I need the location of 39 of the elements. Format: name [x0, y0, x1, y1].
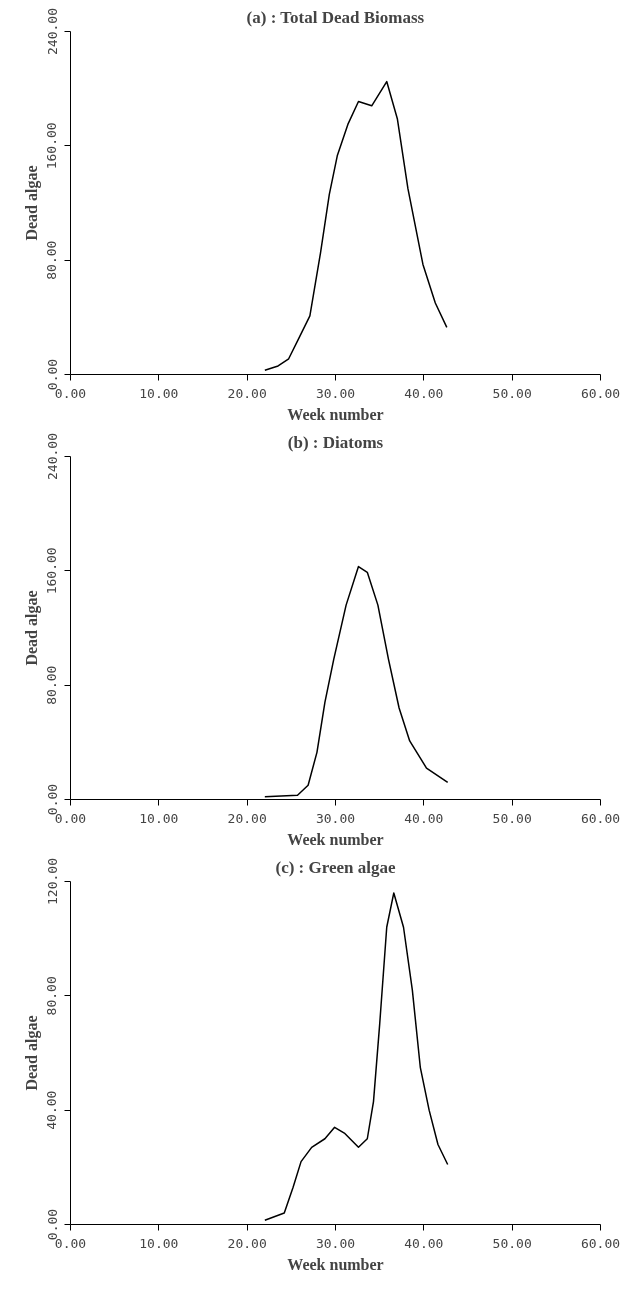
x-tick-label: 10.00	[139, 1235, 179, 1251]
y-tick-label: 240.00	[44, 433, 60, 480]
x-tick-label: 60.00	[580, 1235, 621, 1251]
x-tick-label: 60.00	[580, 810, 621, 826]
y-tick-label: 120.00	[44, 858, 60, 905]
x-tick-label: 10.00	[139, 810, 179, 826]
y-axis-title: Dead algae	[22, 1015, 41, 1091]
line-series	[264, 80, 448, 371]
x-tick-label: 20.00	[227, 385, 267, 401]
x-tick-label: 30.00	[315, 385, 356, 401]
y-tick-label: 160.00	[44, 122, 60, 170]
x-tick-label: 40.00	[404, 1235, 444, 1251]
chart-title: (b) : Diatoms	[287, 432, 384, 452]
x-axis-title: Week number	[287, 405, 384, 423]
y-tick-label: 80.00	[44, 665, 60, 705]
x-tick-label: 50.00	[492, 1235, 532, 1251]
x-tick-label: 60.00	[580, 385, 621, 401]
chart-title: (c) : Green algae	[275, 857, 396, 877]
x-tick-label: 10.00	[139, 385, 179, 401]
x-tick-label: 40.00	[404, 810, 444, 826]
y-tick-label: 240.00	[44, 8, 60, 55]
y-tick-label: 40.00	[44, 1090, 60, 1130]
y-tick-label: 80.00	[44, 240, 60, 280]
x-tick-label: 30.00	[315, 1235, 356, 1251]
y-axis-title: Dead algae	[22, 590, 41, 666]
y-tick-label: 80.00	[44, 976, 60, 1016]
x-axis-title: Week number	[287, 830, 384, 848]
x-tick-label: 20.00	[227, 810, 267, 826]
y-axis-title: Dead algae	[22, 165, 41, 241]
x-tick-label: 50.00	[492, 385, 532, 401]
chart-title: (a) : Total Dead Biomass	[246, 7, 425, 27]
x-tick-label: 30.00	[315, 810, 356, 826]
line-series	[264, 892, 449, 1221]
x-tick-label: 40.00	[404, 385, 444, 401]
line-series	[264, 565, 449, 798]
x-tick-label: 50.00	[492, 810, 532, 826]
y-tick-label: 160.00	[44, 547, 60, 595]
x-tick-label: 20.00	[227, 1235, 267, 1251]
x-axis-title: Week number	[287, 1255, 384, 1273]
